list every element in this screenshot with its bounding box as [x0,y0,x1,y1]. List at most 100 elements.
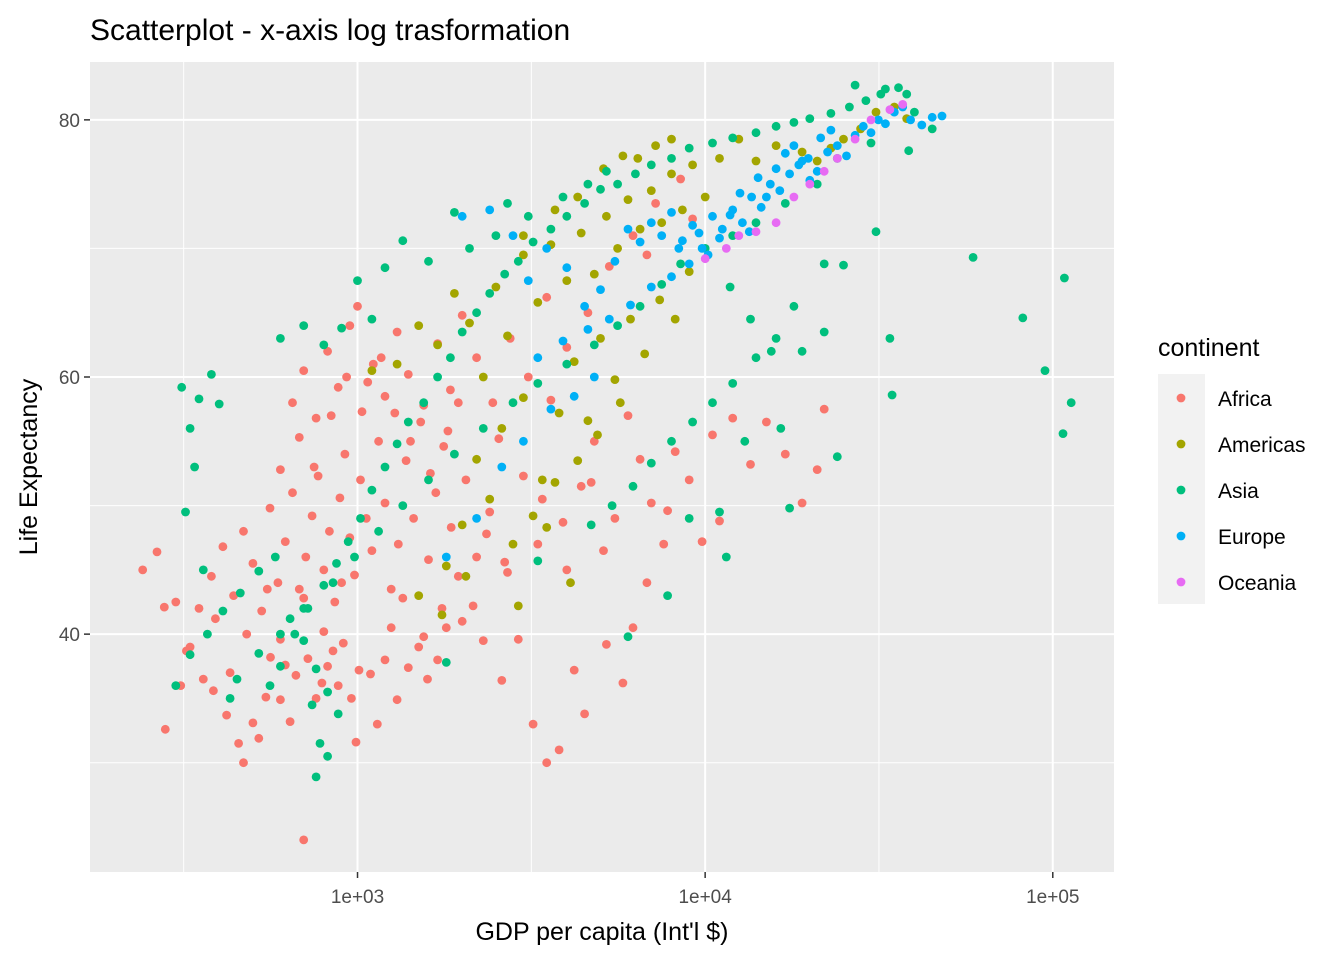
data-point [738,218,747,228]
series-europe [441,102,947,562]
data-point [546,395,556,405]
data-point [207,571,216,581]
data-point [776,424,786,433]
data-point [580,301,589,311]
data-point [640,349,650,359]
data-point [177,382,187,392]
data-point [433,340,442,350]
data-point [414,591,424,600]
y-tick-label: 80 [59,111,80,132]
data-point [311,664,321,674]
data-point [845,102,854,112]
data-point [294,584,304,594]
data-point [715,154,724,163]
data-point [424,256,433,266]
data-point [542,244,552,253]
data-point [472,514,481,523]
data-point [285,717,295,726]
data-point [721,244,731,253]
data-point [171,597,181,607]
data-point [291,670,301,680]
data-point [403,663,413,672]
data-point [280,537,290,546]
data-point [780,449,790,459]
data-point [214,399,224,409]
data-point [503,199,512,208]
data-point [472,353,481,363]
data-point [513,634,523,644]
data-point [762,192,771,202]
data-point [508,539,518,549]
data-point [380,655,390,665]
data-point [626,314,635,324]
data-point [756,202,766,212]
data-point [667,134,676,144]
data-point [655,295,665,305]
data-point [309,462,319,472]
data-point [1018,313,1028,323]
data-point [265,681,275,690]
data-point [657,231,667,241]
data-point [323,751,332,761]
data-point [500,269,510,279]
data-point [604,314,614,324]
data-point [424,475,433,485]
data-point [392,439,402,449]
data-point [708,430,717,440]
data-point [533,298,543,307]
data-point [775,186,785,196]
data-point [1040,366,1050,375]
data-point [607,501,617,510]
data-point [503,331,512,341]
data-point [160,724,170,734]
data-point [366,669,375,679]
data-point [457,310,467,320]
data-point [871,107,881,117]
data-point [229,591,239,600]
data-point [771,334,781,343]
data-point [667,272,676,282]
data-point [225,694,235,703]
data-point [626,300,635,310]
y-tick-label: 40 [59,625,80,646]
data-point [337,323,346,333]
data-point [465,318,474,328]
data-point [441,623,451,633]
data-point [602,640,611,649]
data-point [323,687,332,697]
data-point [326,411,336,420]
data-point [676,259,685,269]
data-point [239,526,248,536]
data-point [874,115,883,125]
data-point [1058,429,1068,438]
data-point [485,205,495,215]
data-point [613,179,622,189]
data-point [728,379,738,388]
data-point [248,559,258,568]
legend-item-europe: Europe [1176,526,1286,549]
data-point [528,237,538,247]
data-point [419,632,429,642]
data-point [347,694,356,703]
data-point [562,263,572,273]
data-point [631,169,640,179]
data-point [546,404,556,414]
data-point [276,661,285,671]
data-point [593,430,602,440]
data-point [528,511,538,521]
data-point [785,503,794,513]
data-point [372,719,382,729]
data-point [797,498,807,508]
data-point [508,231,518,241]
data-point [747,192,756,202]
data-point [881,119,890,129]
data-point [968,253,978,262]
data-point [519,436,528,446]
data-point [780,148,790,158]
data-point [717,224,727,234]
data-point [580,709,589,719]
data-point [235,588,245,598]
data-point [478,372,488,382]
data-point [766,346,776,356]
data-point [902,89,912,99]
